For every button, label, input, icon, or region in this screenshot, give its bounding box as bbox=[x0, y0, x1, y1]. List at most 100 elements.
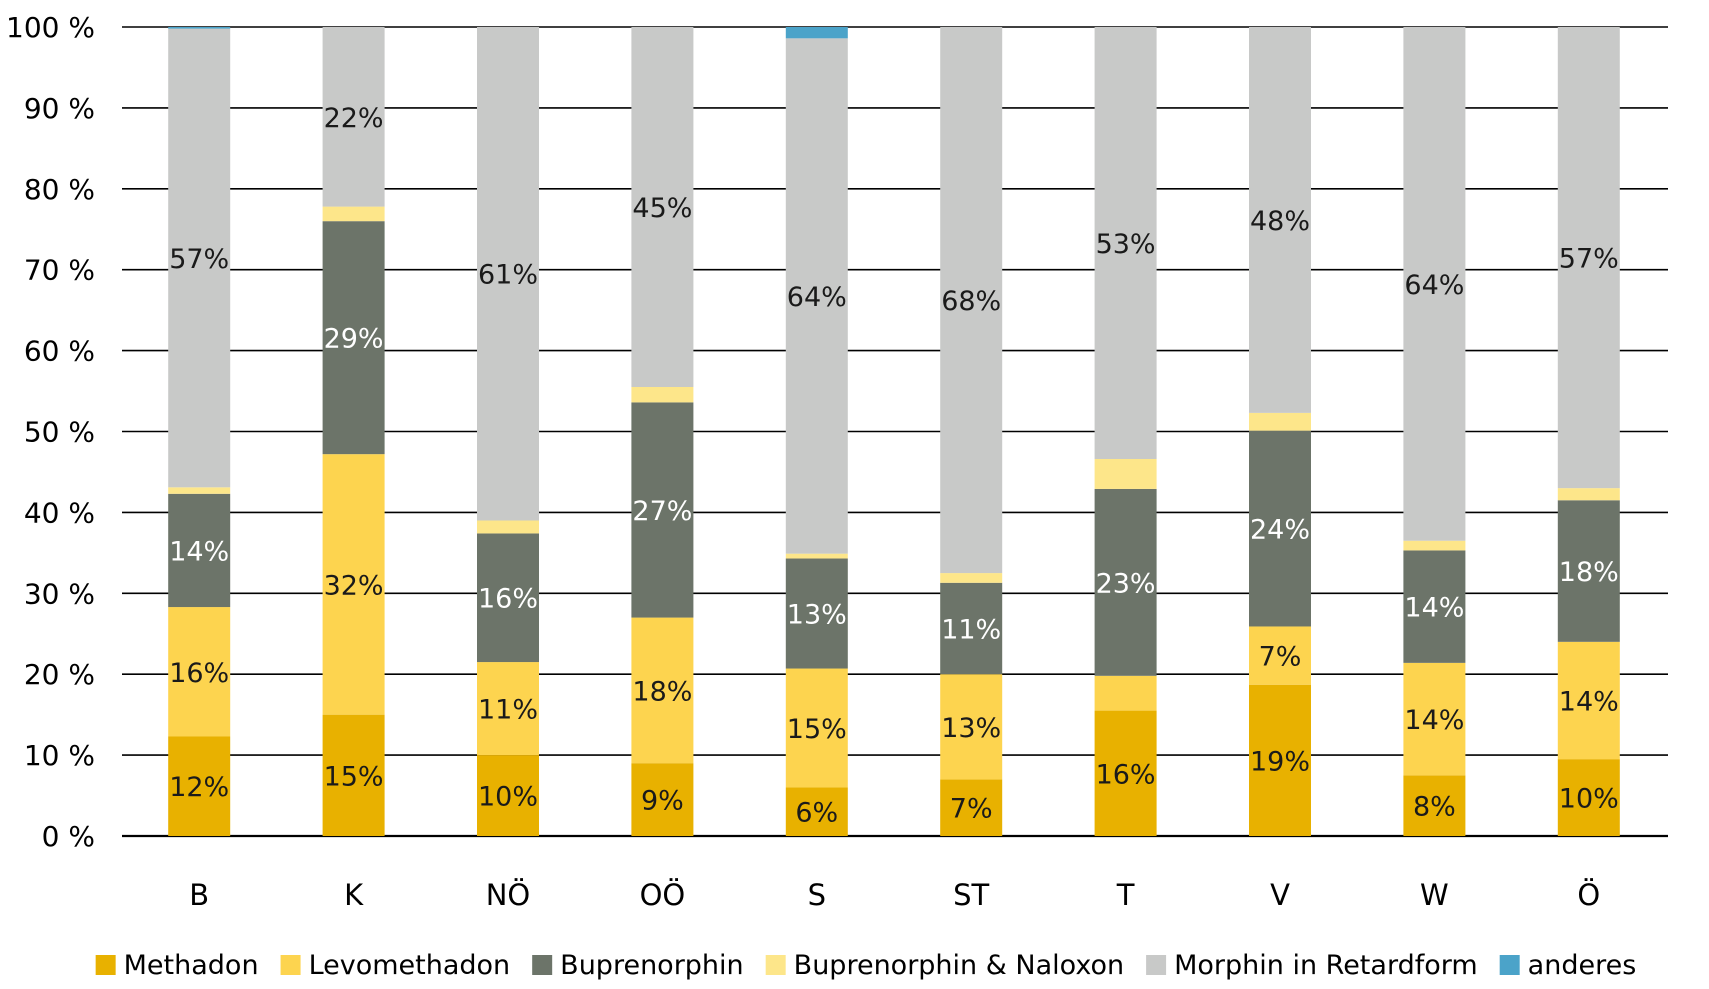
bar-segment bbox=[1557, 500, 1620, 642]
bar-segment bbox=[1094, 710, 1157, 836]
bar-segment bbox=[1094, 459, 1157, 489]
x-tick-label: OÖ bbox=[640, 878, 686, 912]
x-tick-label: NÖ bbox=[486, 878, 531, 912]
y-tick-label: 30 % bbox=[24, 577, 95, 610]
bar-segment bbox=[1094, 488, 1157, 676]
data-label: 64% bbox=[787, 282, 847, 313]
y-tick-label: 80 % bbox=[24, 173, 95, 206]
y-tick-label: 60 % bbox=[24, 335, 95, 368]
data-label: 13% bbox=[787, 600, 847, 631]
legend-swatch bbox=[532, 955, 553, 975]
data-label: 22% bbox=[324, 103, 384, 134]
bar-segment bbox=[1249, 684, 1311, 836]
bar-segment bbox=[1403, 775, 1466, 836]
bar-segment bbox=[785, 38, 848, 554]
bar-segment bbox=[785, 27, 848, 39]
data-label: 19% bbox=[1250, 746, 1310, 777]
data-label: 57% bbox=[1559, 244, 1619, 275]
data-label: 16% bbox=[478, 584, 538, 615]
bar-segment bbox=[1403, 540, 1466, 551]
data-label: 14% bbox=[1404, 705, 1464, 736]
data-label: 15% bbox=[324, 761, 384, 792]
bar-segment bbox=[1249, 626, 1311, 685]
bar-segment bbox=[1557, 27, 1620, 489]
data-label: 16% bbox=[169, 658, 229, 689]
bar-segment bbox=[322, 454, 385, 715]
bar-segment bbox=[1249, 412, 1311, 431]
legend-swatch bbox=[280, 955, 301, 975]
data-label: 14% bbox=[1404, 593, 1464, 624]
y-axis: 0 % 10 % 20 % 30 % 40 % 50 % 60 % 70 % 80 % 90 % 1… bbox=[6, 11, 95, 853]
bar-segment bbox=[1403, 550, 1466, 663]
y-tick-label: 0 % bbox=[42, 820, 95, 853]
data-label: 53% bbox=[1096, 229, 1156, 260]
bars bbox=[168, 27, 1620, 836]
bar-segment bbox=[631, 387, 694, 403]
bar-segment bbox=[168, 27, 231, 29]
data-label: 45% bbox=[632, 193, 692, 224]
bar-segment bbox=[477, 533, 539, 663]
data-label: 9% bbox=[641, 786, 684, 817]
legend-label: Morphin in Retardform bbox=[1174, 950, 1478, 981]
y-tick-label: 70 % bbox=[24, 254, 95, 287]
data-label: 61% bbox=[478, 260, 538, 291]
legend-label: Methadon bbox=[124, 950, 259, 981]
legend-label: anderes bbox=[1528, 950, 1637, 981]
bar-segment bbox=[1403, 27, 1466, 541]
bar-segment bbox=[631, 617, 694, 764]
x-tick-label: S bbox=[808, 878, 826, 912]
data-label: 11% bbox=[478, 695, 538, 726]
bar-segment bbox=[477, 755, 539, 836]
data-label: 7% bbox=[1259, 642, 1302, 673]
bar-segment bbox=[322, 221, 385, 455]
bar-segment bbox=[1557, 488, 1620, 501]
data-label: 14% bbox=[169, 536, 229, 567]
data-label: 12% bbox=[169, 772, 229, 803]
bar-segment bbox=[168, 607, 231, 737]
x-axis: B K NÖ OÖ S ST T V W Ö bbox=[189, 878, 1600, 912]
bar-segment bbox=[785, 787, 848, 836]
legend-swatch bbox=[1499, 955, 1520, 975]
data-label: 57% bbox=[169, 244, 229, 275]
bar-segment bbox=[1094, 675, 1157, 711]
data-label: 18% bbox=[1559, 557, 1619, 588]
bar-segment bbox=[785, 558, 848, 669]
bar-segment bbox=[1557, 641, 1620, 760]
bar-segment bbox=[940, 27, 1003, 574]
data-label: 24% bbox=[1250, 515, 1310, 546]
data-label: 10% bbox=[478, 782, 538, 813]
bar-segment bbox=[322, 714, 385, 836]
bar-segment bbox=[168, 493, 231, 608]
legend-swatch bbox=[95, 955, 116, 975]
y-tick-label: 20 % bbox=[24, 658, 95, 691]
data-label: 14% bbox=[1559, 686, 1619, 717]
bar-segment bbox=[785, 668, 848, 788]
legend-label: Buprenorphin & Naloxon bbox=[794, 950, 1124, 981]
x-tick-label: Ö bbox=[1577, 878, 1600, 912]
data-label: 13% bbox=[941, 713, 1001, 744]
bar-segment bbox=[322, 27, 385, 207]
data-label: 29% bbox=[324, 324, 384, 355]
data-labels: 12% 16% 14% 57% 15% 32% 29% 22% 10% 11% 16% 61% 9% 18… bbox=[169, 103, 1619, 829]
y-tick-label: 50 % bbox=[24, 416, 95, 449]
bar-segment bbox=[940, 573, 1003, 583]
bar-segment bbox=[785, 553, 848, 559]
legend-label: Levomethadon bbox=[309, 950, 511, 981]
bar-segment bbox=[1557, 759, 1620, 836]
x-tick-label: ST bbox=[953, 878, 989, 912]
y-tick-label: 100 % bbox=[6, 11, 95, 44]
bar-segment bbox=[168, 487, 231, 494]
bar-segment bbox=[1249, 430, 1311, 627]
y-tick-label: 10 % bbox=[24, 739, 95, 772]
bar-segment bbox=[631, 763, 694, 836]
bar-segment bbox=[940, 674, 1003, 780]
data-label: 16% bbox=[1096, 759, 1156, 790]
bar-segment bbox=[477, 520, 539, 534]
bar-segment bbox=[1403, 662, 1466, 776]
data-label: 23% bbox=[1096, 568, 1156, 599]
data-label: 18% bbox=[632, 676, 692, 707]
bar-segment bbox=[631, 27, 694, 388]
bar-segment bbox=[477, 27, 539, 521]
